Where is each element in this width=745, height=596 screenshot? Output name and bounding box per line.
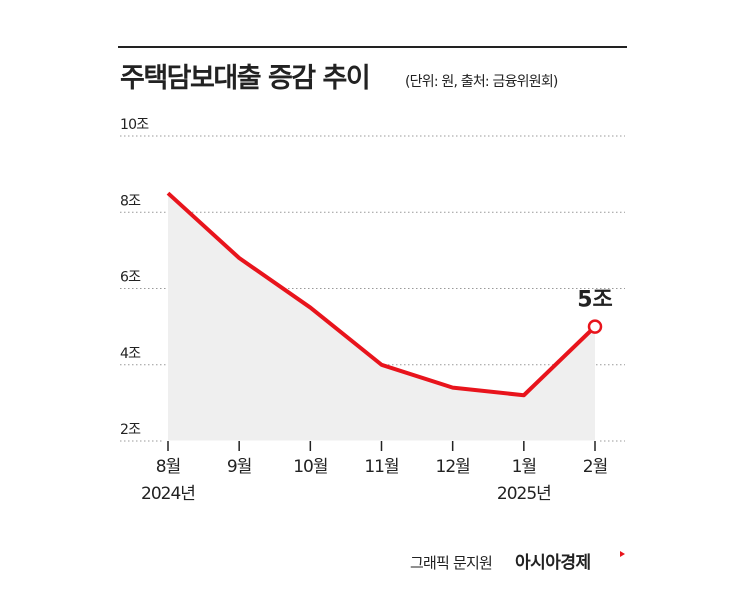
line <box>166 191 597 398</box>
x-tick-label: 9월 <box>227 457 251 477</box>
point-marker <box>587 319 603 334</box>
y-tick-label: 2조 <box>120 422 141 438</box>
x-tick-label: 10월 <box>293 457 327 477</box>
chart-title: 주택담보대출 증감 추이 <box>120 63 369 94</box>
chart-subtitle: (단위: 원, 출처: 금융위원회) <box>405 74 558 90</box>
area <box>168 193 595 441</box>
x-tick-label: 8월 2024년 <box>141 457 195 504</box>
y-tick-label: 10조 <box>120 117 149 133</box>
y-tick-label: 6조 <box>120 270 141 286</box>
x-tick-label: 1월 2025년 <box>497 457 551 504</box>
x-tick-label: 12월 <box>436 457 470 477</box>
value-label: 5조 <box>577 288 613 313</box>
brand: 아시아경제 <box>515 553 591 573</box>
x-tick-label: 2월 <box>583 457 607 477</box>
y-tick-label: 8조 <box>120 193 141 209</box>
brand-icon <box>620 551 625 557</box>
x-tick-label: 11월 <box>364 457 398 477</box>
credit: 그래픽 문지원 <box>410 554 492 572</box>
y-tick-label: 4조 <box>120 346 141 362</box>
